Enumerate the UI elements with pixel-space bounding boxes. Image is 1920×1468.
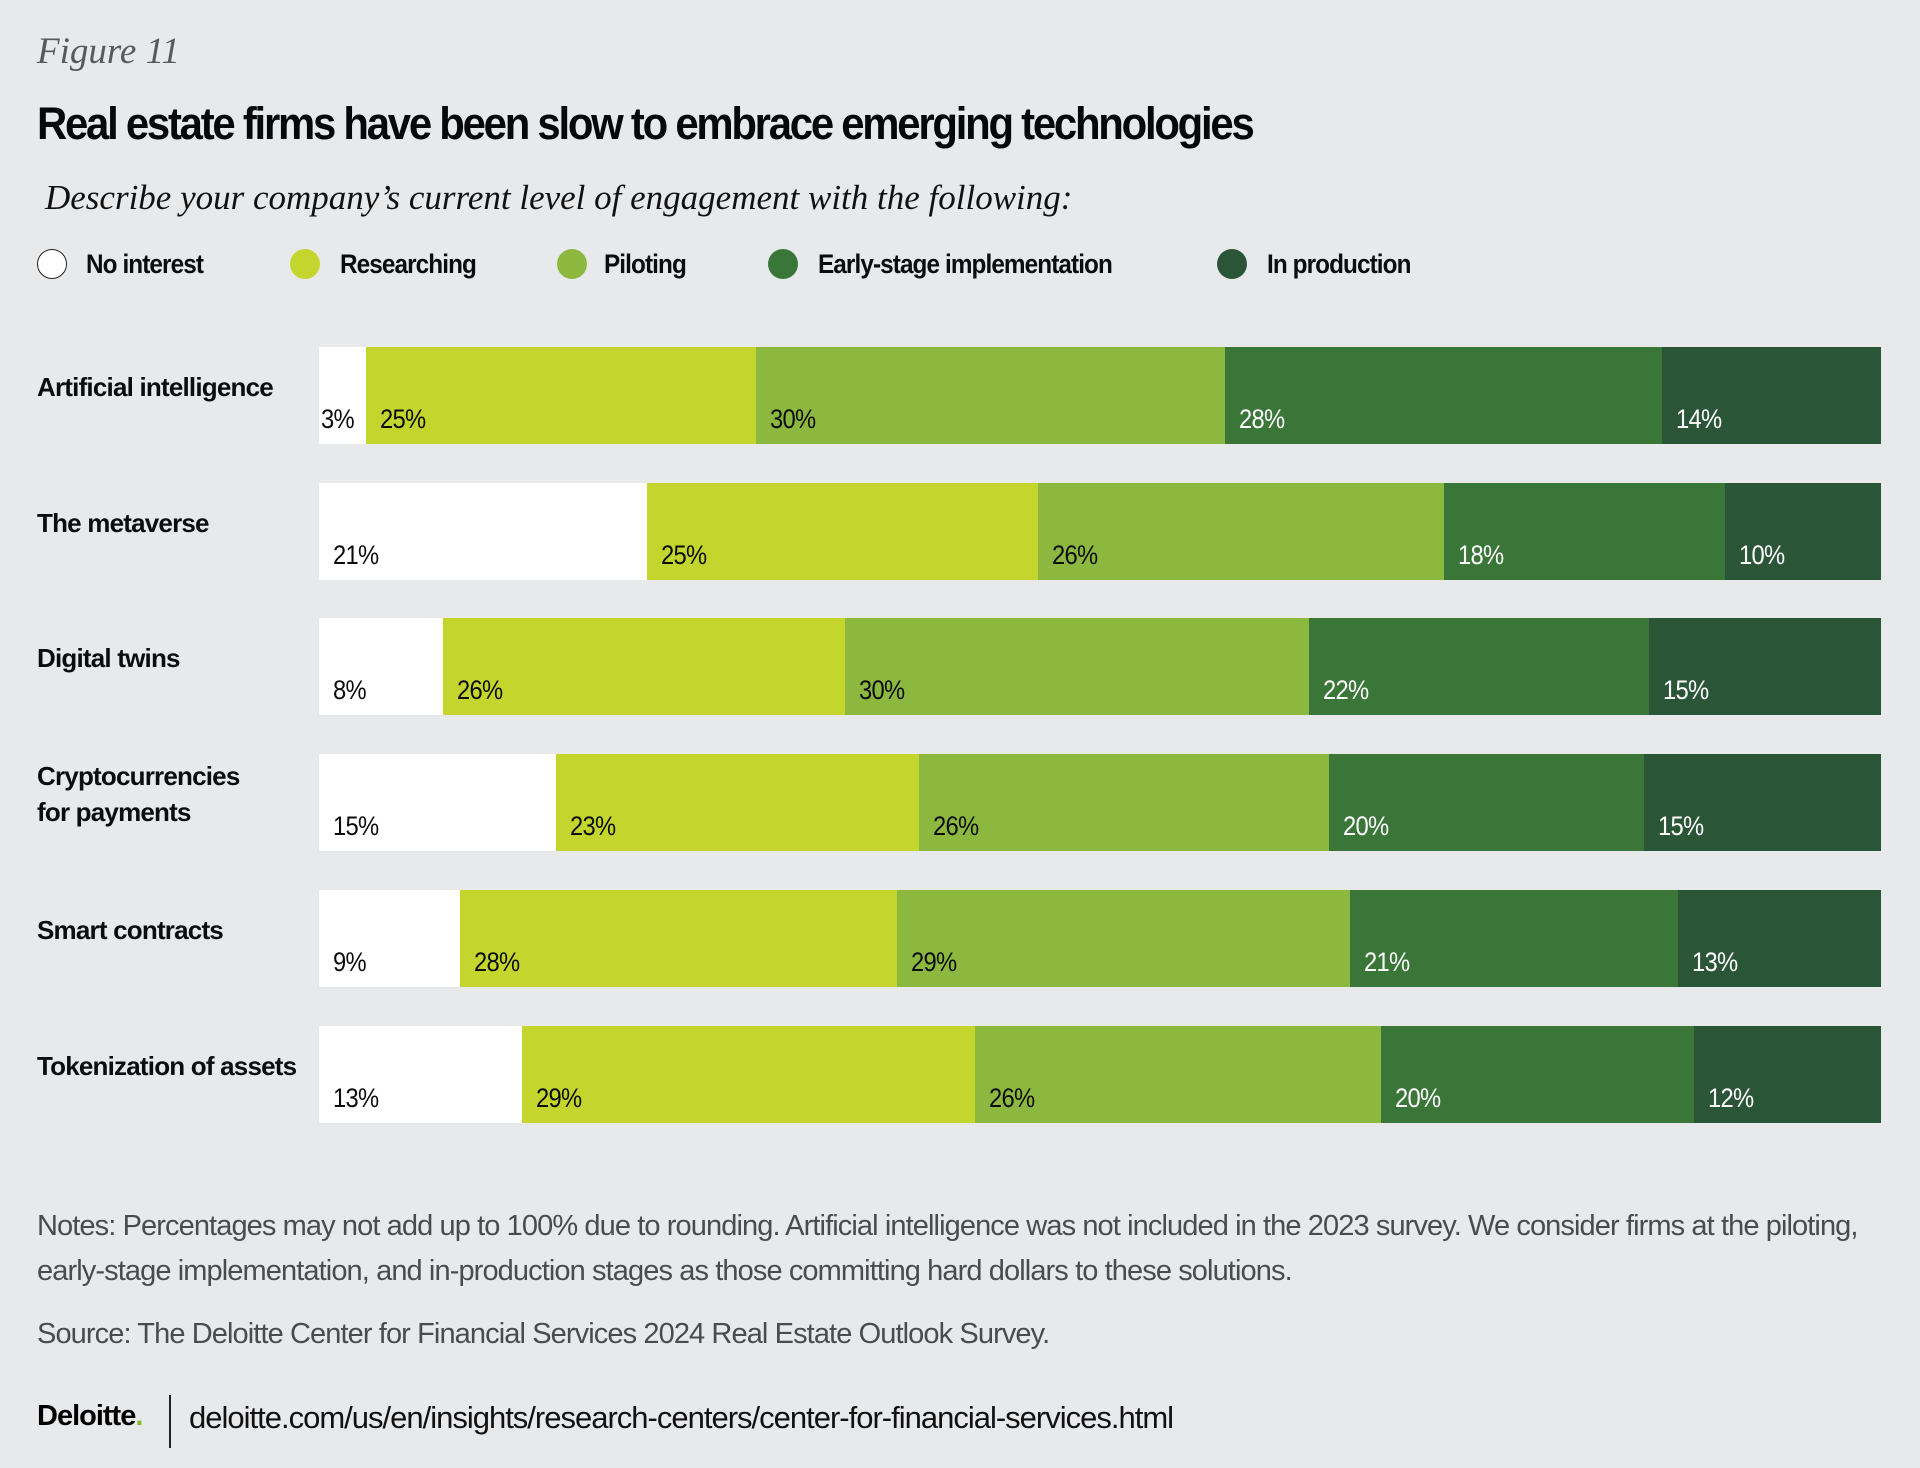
data-label: 10% (1739, 540, 1785, 570)
bar-segment-in-production: 15% (1649, 618, 1881, 715)
legend-label: Piloting (604, 248, 687, 279)
bar-segment-no-interest: 9% (319, 890, 460, 987)
data-label: 20% (1343, 811, 1389, 841)
bar-segment-no-interest: 15% (319, 754, 556, 851)
bar-segment-early-stage-implementation: 28% (1225, 347, 1662, 444)
bar-segment-piloting: 29% (897, 890, 1350, 987)
legend: No interest Researching Piloting Early-stag… (0, 246, 1920, 282)
category-label: Cryptocurrencies for payments (37, 761, 240, 827)
bar-segment-piloting: 30% (756, 347, 1225, 444)
data-label: 26% (1052, 540, 1098, 570)
data-label: 28% (474, 947, 520, 977)
bar-segment-researching: 23% (556, 754, 919, 851)
bar-segment-in-production: 12% (1694, 1026, 1881, 1123)
bar-segment-early-stage-implementation: 22% (1309, 618, 1649, 715)
data-label: 8% (333, 675, 367, 705)
data-label: 26% (989, 1083, 1035, 1113)
bar-segment-piloting: 26% (919, 754, 1329, 851)
legend-swatch-early-stage-implementation (768, 249, 798, 279)
deloitte-logo: Deloitte. (37, 1400, 143, 1433)
legend-swatch-no-interest (37, 249, 67, 279)
category-label: Digital twins (37, 643, 181, 673)
category-label: Artificial intelligence (37, 372, 274, 402)
legend-item-in-production: In production (1217, 246, 1426, 282)
data-label: 9% (333, 947, 367, 977)
data-label: 20% (1395, 1083, 1441, 1113)
legend-item-researching: Researching (290, 246, 491, 282)
data-label: 3% (321, 404, 355, 434)
data-label: 18% (1458, 540, 1504, 570)
bar-segment-early-stage-implementation: 20% (1381, 1026, 1694, 1123)
data-label: 15% (1663, 675, 1709, 705)
bar-segment-in-production: 14% (1662, 347, 1881, 444)
chart-title: Real estate firms have been slow to embr… (37, 98, 1255, 149)
legend-swatch-piloting (557, 249, 587, 279)
logo-dot: . (135, 1400, 143, 1432)
bar-segment-early-stage-implementation: 20% (1329, 754, 1644, 851)
chart-source: Source: The Deloitte Center for Financia… (37, 1318, 1050, 1350)
bar-segment-researching: 28% (460, 890, 897, 987)
data-label: 29% (536, 1083, 582, 1113)
data-label: 12% (1708, 1083, 1754, 1113)
bar-segment-researching: 29% (522, 1026, 975, 1123)
footer-url-link[interactable]: deloitte.com/us/en/insights/research-cen… (189, 1400, 1174, 1435)
bar-segment-in-production: 10% (1725, 483, 1881, 580)
bar-segment-in-production: 13% (1678, 890, 1881, 987)
bar-segment-no-interest: 3% (319, 347, 366, 444)
bar-segment-no-interest: 21% (319, 483, 647, 580)
bar-segment-piloting: 26% (975, 1026, 1381, 1123)
data-label: 13% (333, 1083, 379, 1113)
bar-segment-no-interest: 13% (319, 1026, 522, 1123)
data-label: 21% (333, 540, 379, 570)
bar-the-metaverse: 21% 25% 26% 18% 10% (319, 483, 1881, 580)
category-label: The metaverse (37, 508, 210, 538)
bar-segment-researching: 25% (647, 483, 1038, 580)
data-label: 14% (1676, 404, 1722, 434)
chart-subtitle: Describe your company’s current level of… (45, 178, 1073, 217)
bar-segment-researching: 25% (366, 347, 756, 444)
data-label: 30% (859, 675, 905, 705)
figure-label: Figure 11 (37, 31, 180, 72)
data-label: 25% (380, 404, 426, 434)
legend-item-piloting: Piloting (557, 246, 695, 282)
legend-label: Researching (340, 248, 477, 279)
bar-segment-early-stage-implementation: 18% (1444, 483, 1725, 580)
legend-item-no-interest: No interest (37, 246, 216, 282)
data-label: 21% (1364, 947, 1410, 977)
bar-digital-twins: 8% 26% 30% 22% 15% (319, 618, 1881, 715)
bar-tokenization-of-assets: 13% 29% 26% 20% 12% (319, 1026, 1881, 1123)
bar-artificial-intelligence: 3% 25% 30% 28% 14% (319, 347, 1881, 444)
data-label: 13% (1692, 947, 1738, 977)
data-label: 29% (911, 947, 957, 977)
footer-divider (169, 1395, 171, 1448)
bar-smart-contracts: 9% 28% 29% 21% 13% (319, 890, 1881, 987)
chart-notes: Notes: Percentages may not add up to 100… (37, 1210, 1858, 1287)
bar-segment-piloting: 26% (1038, 483, 1444, 580)
data-label: 15% (1658, 811, 1704, 841)
data-label: 26% (457, 675, 503, 705)
legend-label: No interest (86, 248, 204, 279)
legend-label: Early-stage implementation (818, 248, 1113, 279)
bar-segment-piloting: 30% (845, 618, 1309, 715)
data-label: 26% (933, 811, 979, 841)
data-label: 23% (570, 811, 616, 841)
legend-swatch-in-production (1217, 249, 1247, 279)
data-label: 30% (770, 404, 816, 434)
legend-swatch-researching (290, 249, 320, 279)
legend-label: In production (1267, 248, 1411, 279)
logo-text: Deloitte (37, 1400, 136, 1432)
bar-segment-no-interest: 8% (319, 618, 443, 715)
legend-item-early-stage-implementation: Early-stage implementation (768, 246, 1145, 282)
data-label: 25% (661, 540, 707, 570)
bar-cryptocurrencies-for-payments: 15% 23% 26% 20% 15% (319, 754, 1881, 851)
data-label: 15% (333, 811, 379, 841)
data-label: 22% (1323, 675, 1369, 705)
bar-segment-early-stage-implementation: 21% (1350, 890, 1678, 987)
category-label: Smart contracts (37, 915, 224, 945)
category-label: Tokenization of assets (37, 1051, 297, 1081)
bar-segment-researching: 26% (443, 618, 845, 715)
bar-segment-in-production: 15% (1644, 754, 1881, 851)
data-label: 28% (1239, 404, 1285, 434)
